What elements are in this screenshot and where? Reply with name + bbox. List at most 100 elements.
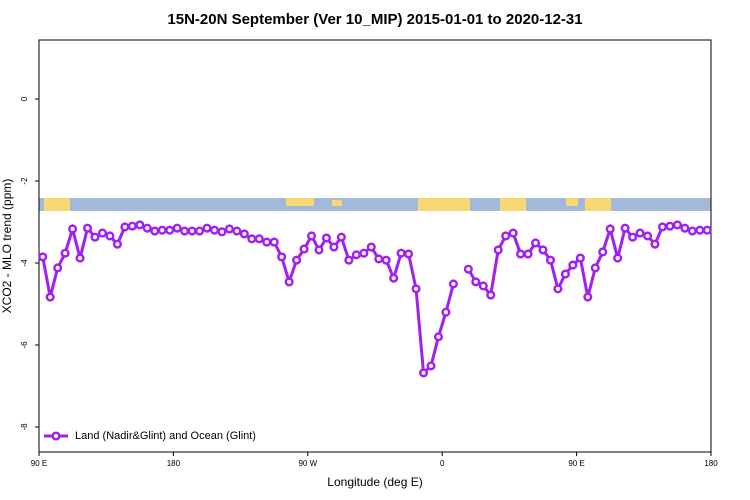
data-point: [650, 239, 660, 249]
data-point: [45, 292, 55, 302]
x-tick-label: 180: [167, 459, 181, 468]
data-point: [478, 281, 488, 291]
data-point: [471, 277, 481, 287]
y-tick-label: -4: [20, 259, 29, 267]
data-point: [68, 224, 78, 234]
data-point: [374, 254, 384, 264]
data-point: [90, 232, 100, 242]
x-tick-label: 180: [704, 459, 718, 468]
data-point: [575, 253, 585, 263]
data-point: [336, 232, 346, 242]
data-point: [605, 224, 615, 234]
data-point: [628, 232, 638, 242]
data-point: [583, 292, 593, 302]
data-point: [381, 255, 391, 265]
data-point: [202, 223, 212, 233]
data-point: [247, 234, 257, 244]
data-point: [344, 255, 354, 265]
data-point: [172, 223, 182, 233]
data-point: [180, 226, 190, 236]
data-point: [97, 228, 108, 238]
x-axis-label: Longitude (deg E): [327, 475, 422, 489]
data-point: [501, 231, 511, 241]
data-point: [127, 221, 137, 231]
data-point: [224, 224, 234, 234]
data-point: [433, 332, 444, 342]
x-tick-label: 0: [440, 459, 445, 468]
data-point: [463, 264, 473, 274]
data-point: [351, 250, 361, 260]
data-point: [508, 228, 518, 238]
data-point: [292, 255, 302, 265]
data-point: [590, 263, 600, 273]
data-point: [359, 248, 369, 258]
data-point: [112, 239, 122, 249]
data-point: [493, 245, 503, 255]
data-point: [396, 248, 406, 258]
data-point: [306, 231, 317, 241]
data-point: [516, 249, 526, 259]
data-point: [314, 245, 324, 255]
data-point: [135, 220, 145, 230]
data-point: [150, 226, 160, 236]
data-point: [165, 225, 175, 235]
legend-marker: [51, 431, 61, 441]
data-point: [635, 228, 645, 238]
data-point: [366, 242, 376, 252]
data-point: [269, 237, 279, 247]
data-point: [426, 361, 436, 371]
y-tick-label: -8: [20, 423, 29, 431]
data-point: [329, 242, 339, 252]
data-point: [157, 225, 167, 235]
data-point: [598, 247, 608, 257]
data-point: [217, 227, 227, 237]
data-point: [560, 269, 570, 279]
y-tick-label: 0: [20, 96, 29, 101]
data-point: [284, 277, 294, 287]
data-point: [448, 279, 458, 289]
data-point: [538, 245, 548, 255]
data-point: [441, 307, 451, 317]
map-strip: [39, 198, 711, 211]
data-point: [553, 284, 563, 294]
data-point: [60, 248, 70, 258]
data-point: [657, 222, 668, 232]
data-point: [38, 252, 48, 262]
data-point: [389, 273, 399, 283]
data-point: [194, 226, 205, 236]
data-point: [665, 221, 675, 231]
data-point: [75, 253, 85, 263]
y-tick-label: -2: [20, 177, 29, 185]
legend-label: Land (Nadir&Glint) and Ocean (Glint): [75, 430, 256, 442]
data-point: [232, 226, 242, 236]
data-point: [613, 253, 623, 263]
data-point: [299, 244, 309, 254]
data-point: [702, 225, 712, 235]
x-tick-label: 90 W: [298, 459, 317, 468]
data-point: [321, 233, 332, 243]
data-point: [411, 284, 421, 294]
data-point: [53, 263, 63, 273]
data-point: [254, 234, 264, 244]
data-point: [672, 220, 682, 230]
data-point: [262, 237, 272, 247]
data-point: [486, 290, 496, 300]
data-point: [120, 222, 130, 232]
data-point: [568, 260, 578, 270]
data-point: [187, 226, 197, 236]
y-axis-label: XCO2 - MLO trend (ppm): [0, 179, 14, 314]
data-point: [680, 223, 690, 233]
x-tick-label: 90 E: [31, 459, 47, 468]
data-point: [620, 223, 630, 233]
x-tick-label: 90 E: [568, 459, 584, 468]
data-point: [142, 223, 152, 233]
data-point: [239, 229, 249, 239]
data-point: [418, 368, 429, 378]
chart-title: 15N-20N September (Ver 10_MIP) 2015-01-0…: [167, 11, 582, 28]
data-point: [530, 238, 541, 248]
data-point: [695, 225, 705, 235]
data-point: [209, 225, 220, 235]
data-point: [105, 231, 115, 241]
data-point: [687, 226, 697, 236]
